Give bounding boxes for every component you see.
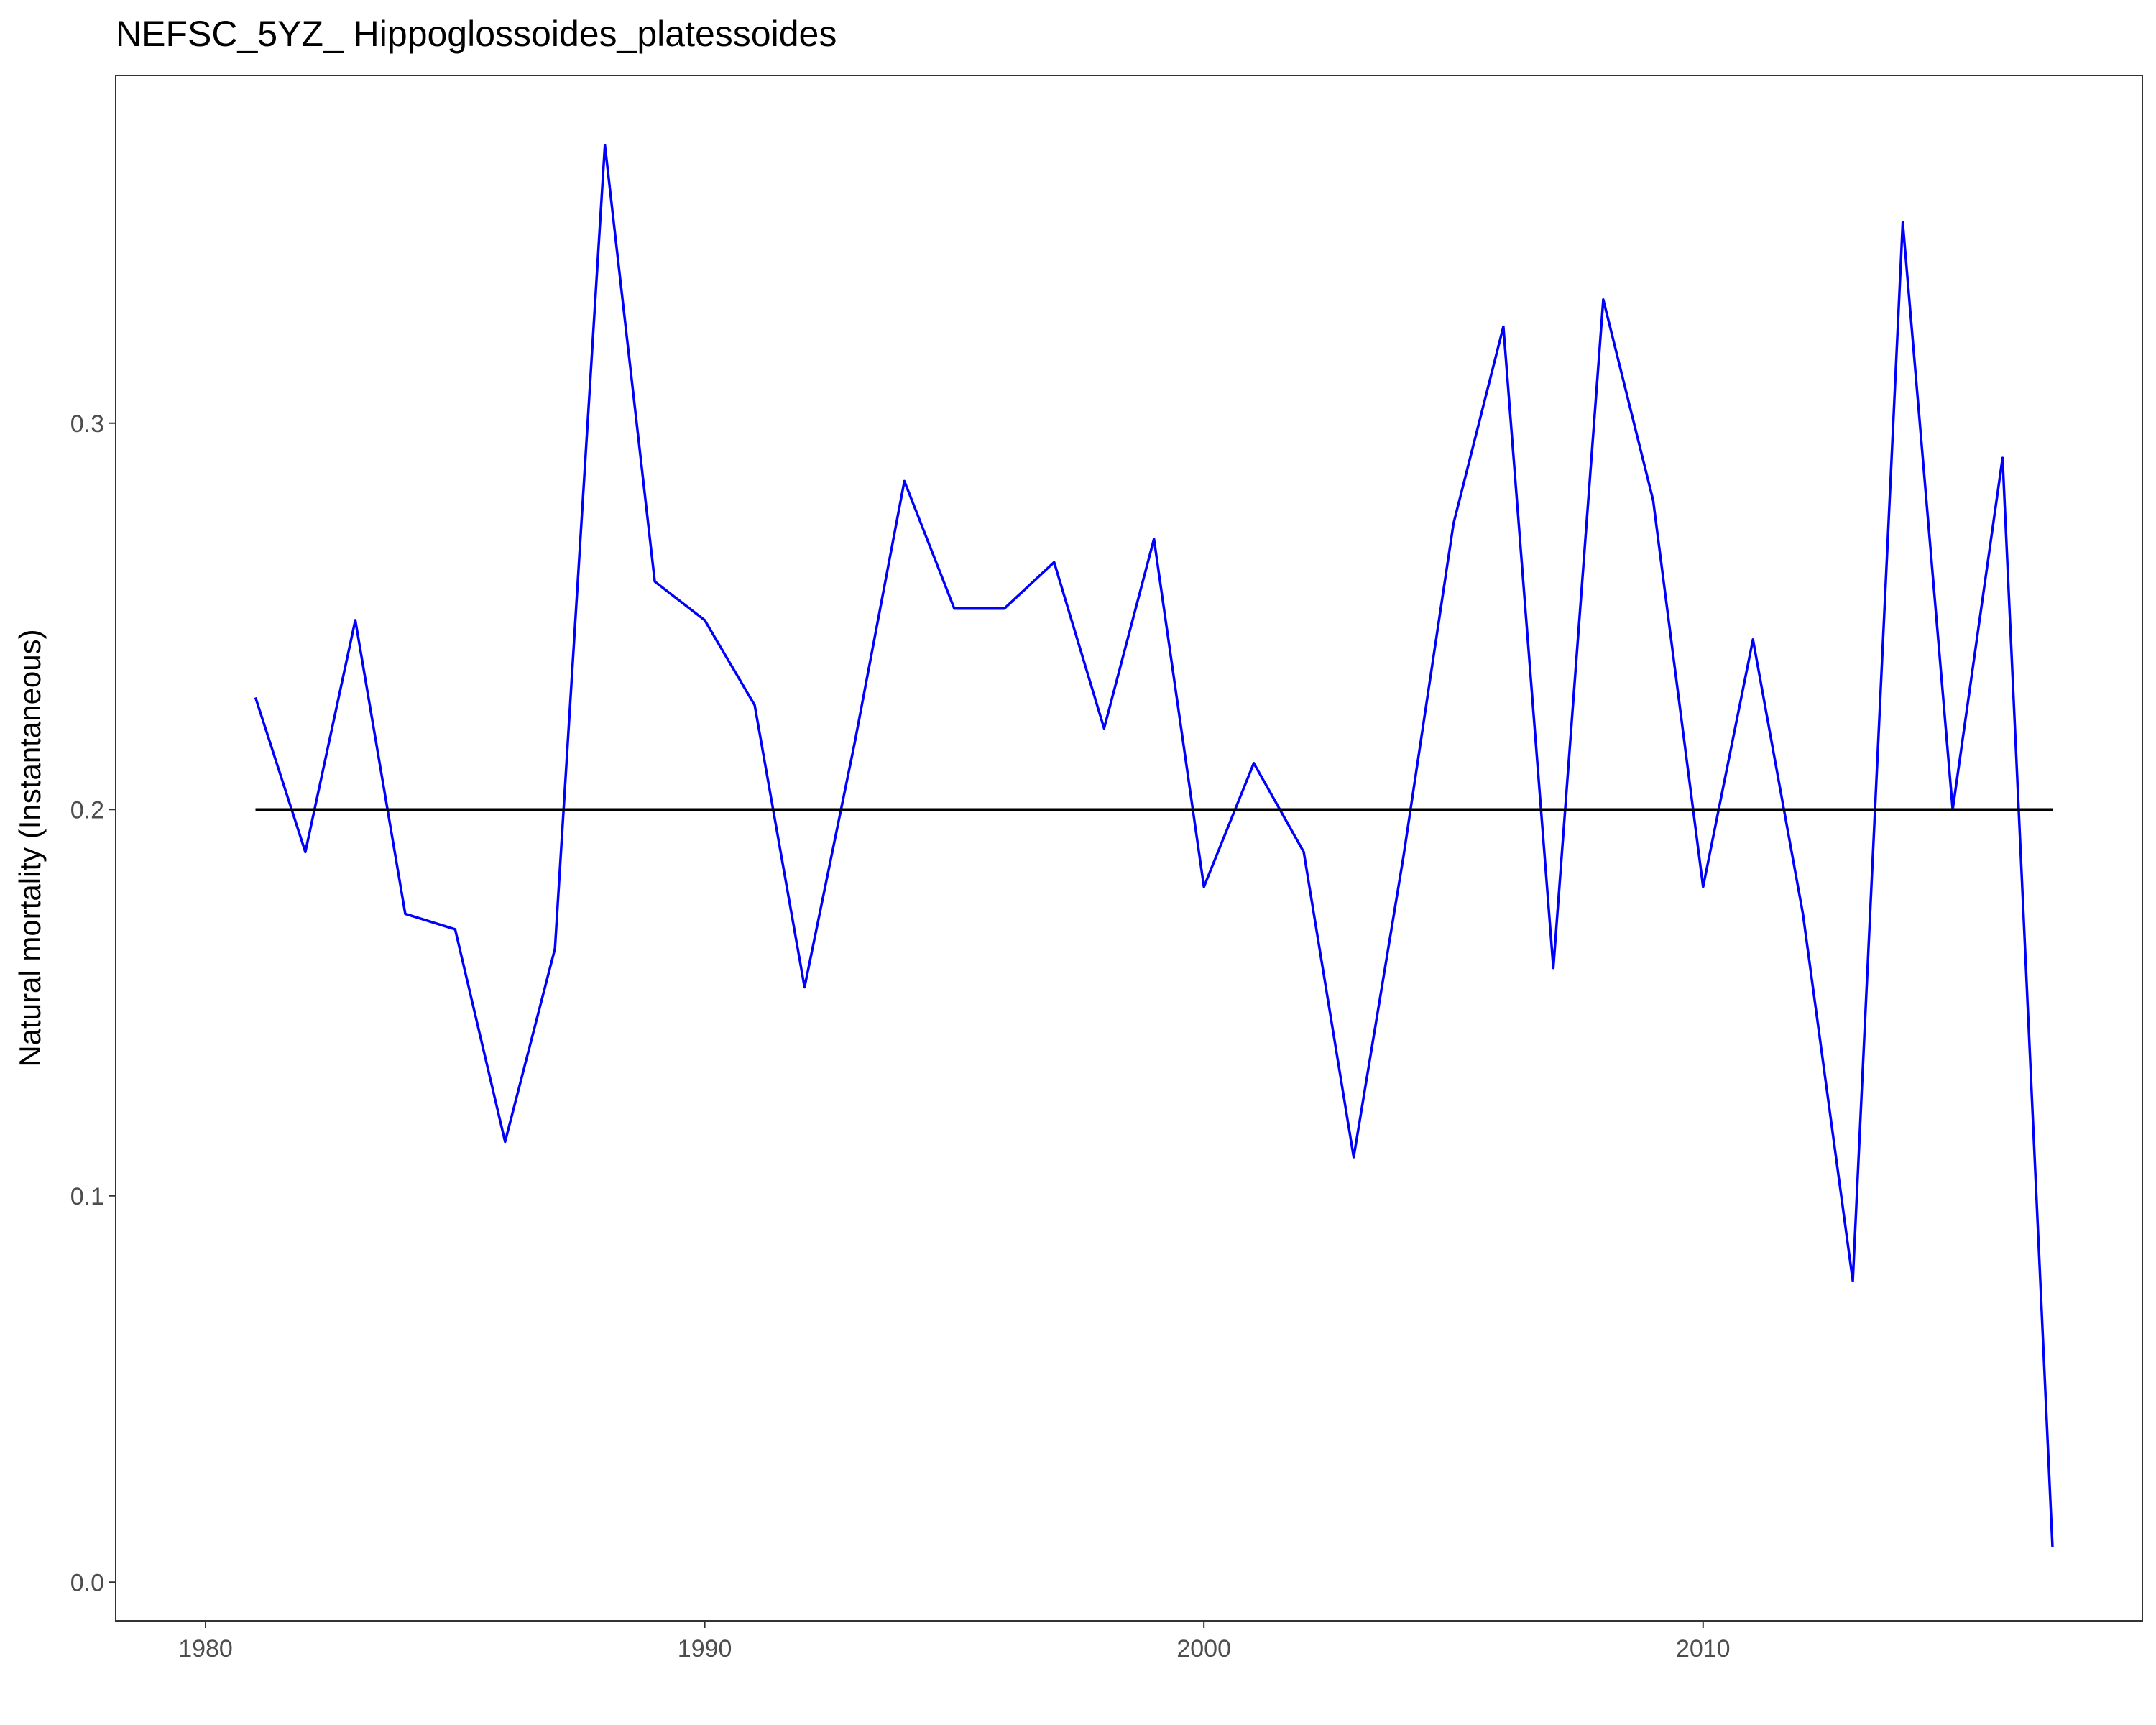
y-tick-label: 0.0 [70,1569,104,1596]
chart-title: NEFSC_5YZ_ Hippoglossoides_platessoides [116,14,837,54]
y-tick-label: 0.1 [70,1183,104,1210]
x-tick-label: 2010 [1676,1635,1731,1662]
y-tick-label: 0.3 [70,410,104,438]
y-axis-label: Natural mortality (Instantaneous) [13,629,47,1067]
y-tick-label: 0.2 [70,796,104,824]
x-tick-label: 1990 [678,1635,732,1662]
y-axis: 0.0 0.1 0.2 0.3 [70,410,116,1596]
x-axis: 1980 1990 2000 2010 [178,1621,1731,1662]
x-tick-label: 2000 [1176,1635,1231,1662]
natural-mortality-line [254,144,2054,1547]
series-layer [254,144,2054,1547]
plot-panel [115,75,2143,1622]
x-tick-label: 1980 [178,1635,233,1662]
